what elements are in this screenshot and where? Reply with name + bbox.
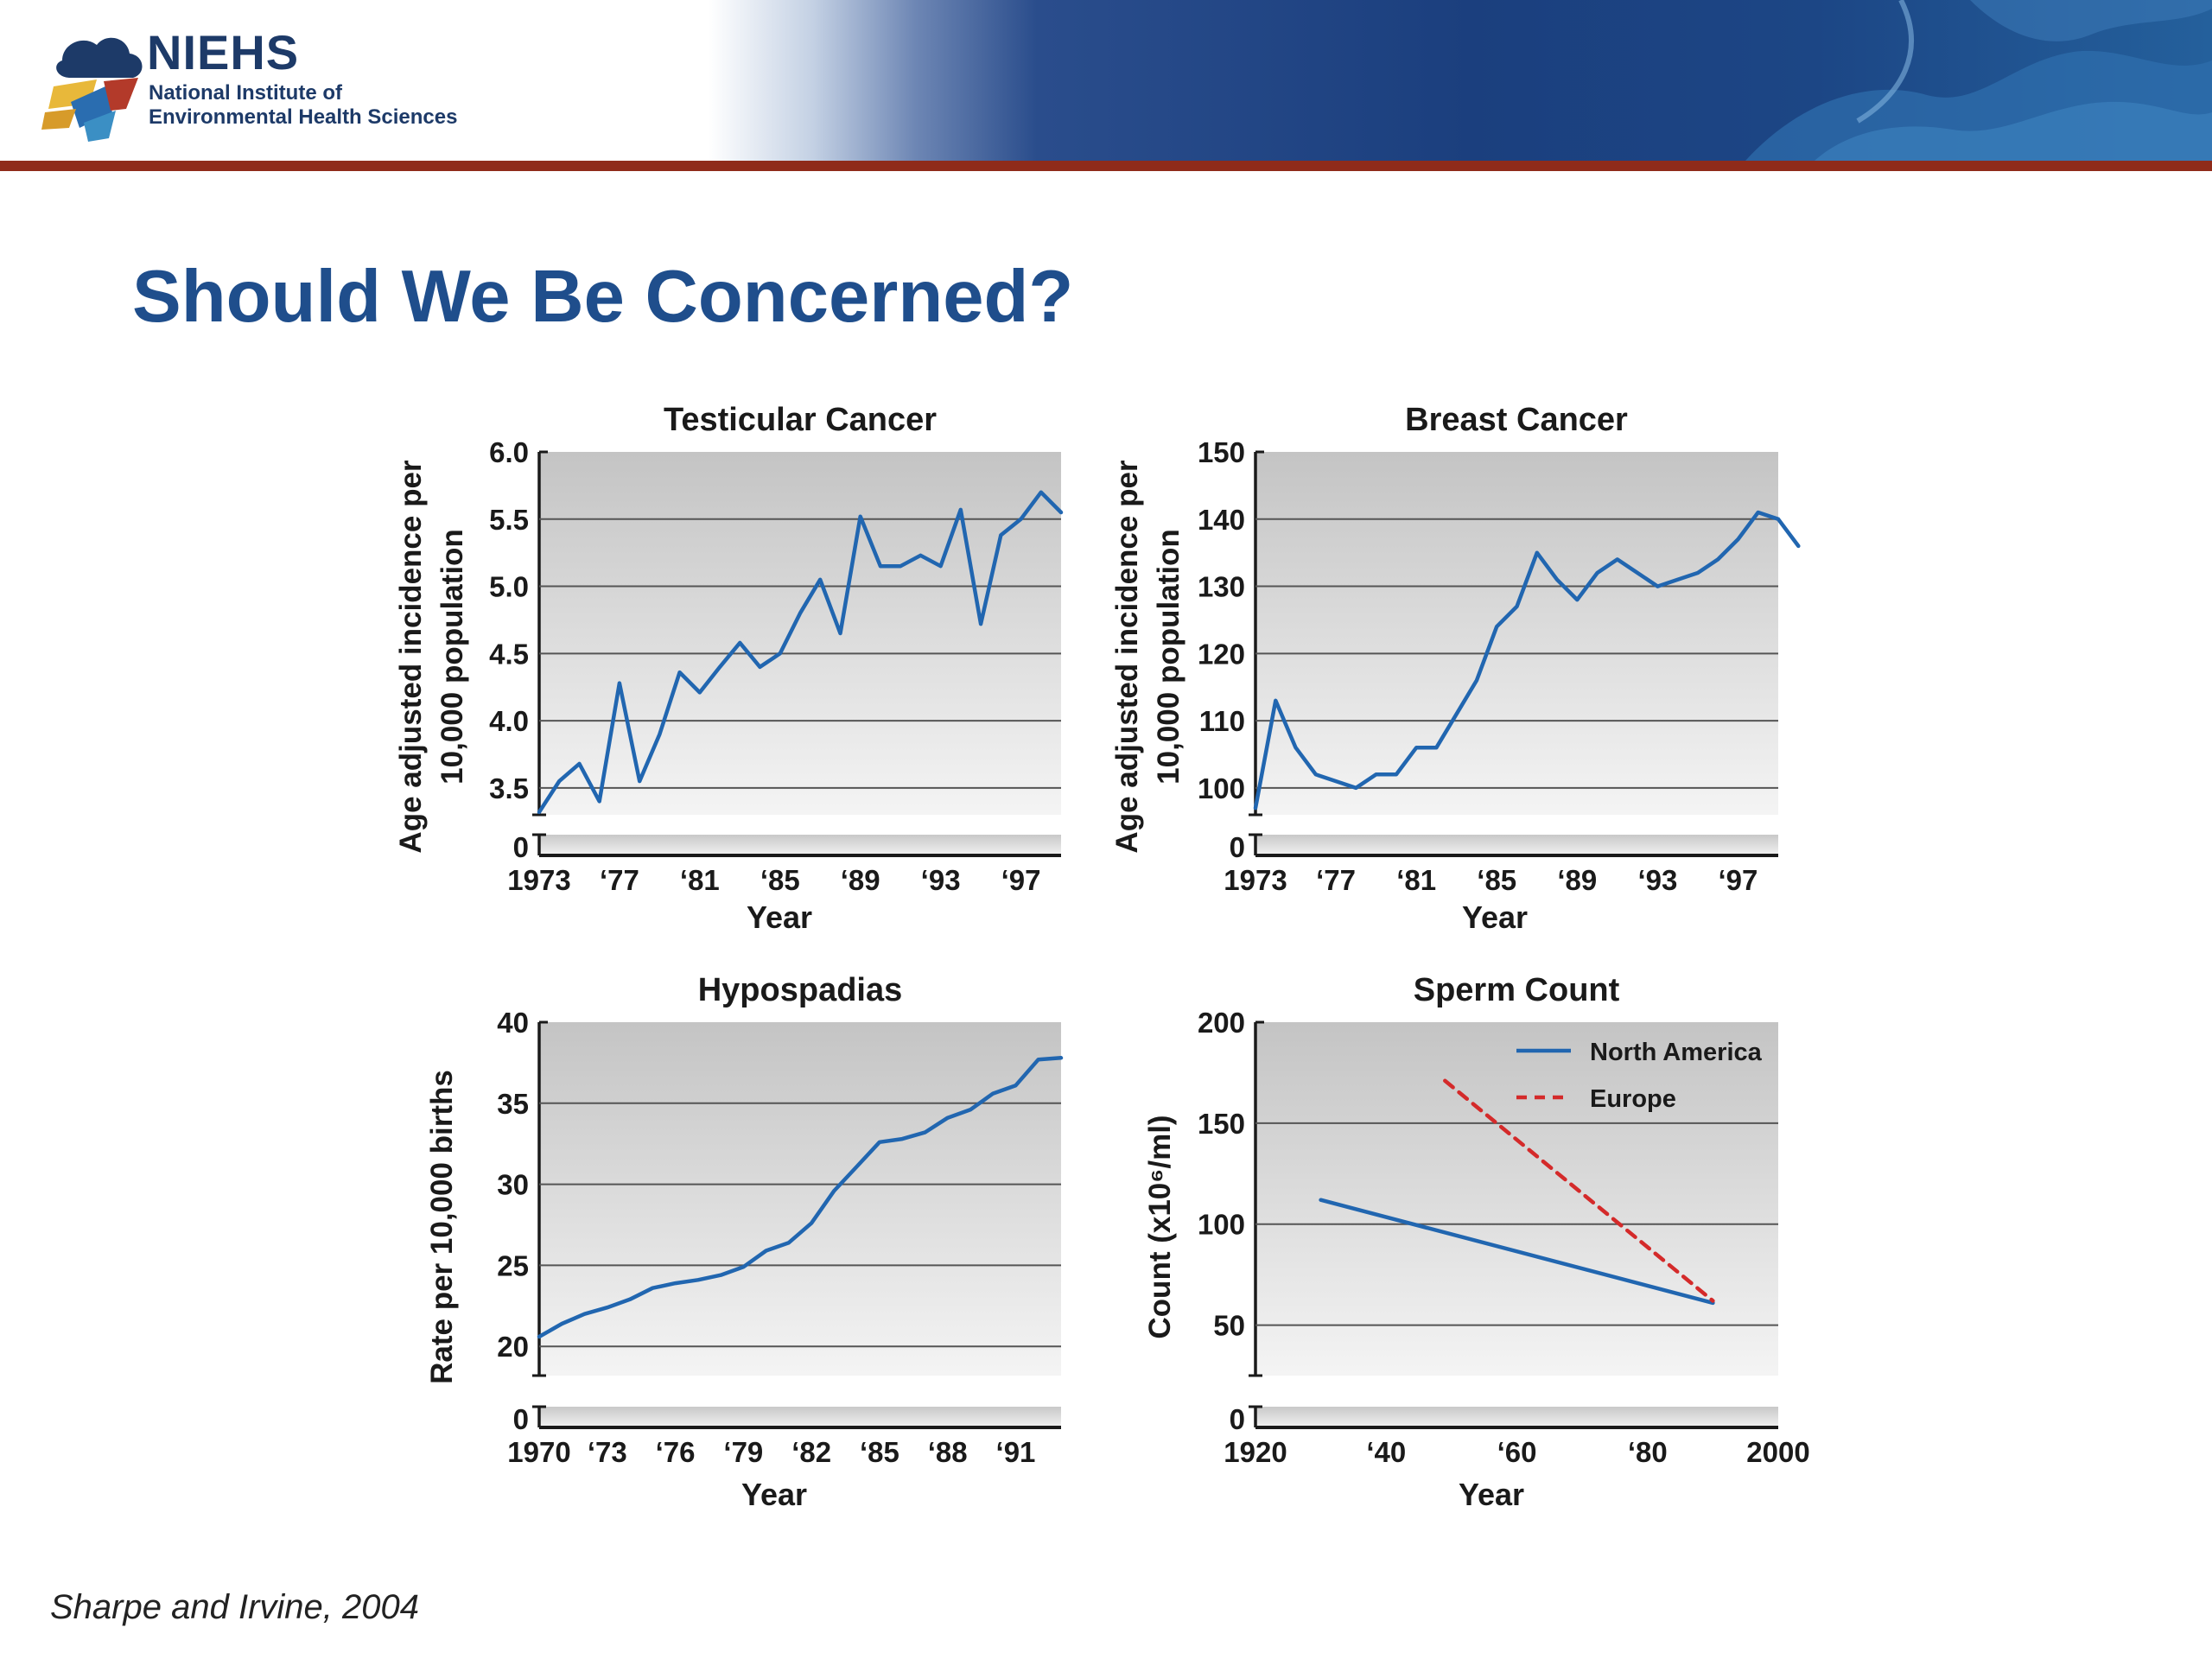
niehs-logo-icon [41, 37, 143, 142]
y-tick-label: 30 [497, 1169, 529, 1201]
y-tick-label: 5.5 [489, 504, 529, 536]
x-tick-label: ‘85 [1477, 864, 1516, 896]
x-tick-label: ‘73 [588, 1436, 627, 1468]
x-tick-label: ‘85 [860, 1436, 899, 1468]
x-axis-label: Year [1462, 899, 1528, 935]
chart-title: Hypospadias [698, 972, 903, 1008]
x-tick-label: ‘81 [680, 864, 720, 896]
y-tick-label-zero: 0 [513, 1403, 529, 1435]
y-tick-label: 150 [1198, 1108, 1245, 1140]
axis-break-strip [539, 1407, 1061, 1427]
y-tick-label: 25 [497, 1249, 529, 1281]
y-tick-label-zero: 0 [1230, 1403, 1245, 1435]
chart-title: Testicular Cancer [664, 402, 937, 438]
x-tick-label: ‘91 [996, 1436, 1036, 1468]
x-tick-label: ‘93 [921, 864, 961, 896]
x-tick-label: 1920 [1224, 1436, 1287, 1468]
y-tick-label: 35 [497, 1088, 529, 1120]
series-line [537, 1056, 1064, 1339]
x-tick-label: ‘60 [1497, 1436, 1537, 1468]
y-tick-label-zero: 0 [513, 831, 529, 863]
y-tick-label: 130 [1198, 571, 1245, 603]
y-tick-label: 140 [1198, 504, 1245, 536]
series-line-north-america [1319, 1198, 1715, 1306]
plot-area [539, 1022, 1061, 1376]
y-tick-label-zero: 0 [1230, 831, 1245, 863]
axis-break-strip [539, 835, 1061, 855]
y-axis-label-line1: Age adjusted incidence per [1110, 460, 1144, 853]
y-tick-label: 4.5 [489, 638, 529, 670]
y-tick-label: 200 [1198, 1007, 1245, 1039]
y-axis-label-line1: Age adjusted incidence per [394, 460, 428, 853]
y-tick-label: 3.5 [489, 772, 529, 804]
y-tick-label: 4.0 [489, 705, 529, 737]
logo-subtitle-line2: Environmental Health Sciences [149, 105, 458, 129]
y-tick-label: 100 [1198, 1209, 1245, 1241]
logo-acronym: NIEHS [147, 25, 300, 79]
x-tick-label: ‘77 [600, 864, 639, 896]
page-title: Should We Be Concerned? [132, 256, 1074, 338]
y-tick-label: 40 [497, 1007, 529, 1039]
y-axis-label-line2: 10,000 population [435, 529, 469, 785]
series-line-europe [1443, 1078, 1715, 1303]
x-tick-label: 1970 [507, 1436, 570, 1468]
y-axis-label-line2: 10,000 population [1152, 529, 1185, 785]
y-tick-label: 6.0 [489, 436, 529, 468]
source-citation: Sharpe and Irvine, 2004 [50, 1588, 419, 1626]
header-divider [0, 161, 2212, 171]
y-tick-label: 100 [1198, 772, 1245, 804]
plot-area [1255, 452, 1778, 815]
logo-subtitle-line1: National Institute of [149, 81, 342, 105]
x-axis-label: Year [747, 899, 812, 935]
series-line [537, 490, 1064, 815]
plot-area [1255, 1022, 1778, 1376]
axis-break-strip [1255, 835, 1778, 855]
axis-break-strip [1255, 1407, 1778, 1427]
y-axis-label: Count (x10⁶/ml) [1143, 1115, 1177, 1338]
x-tick-label: ‘81 [1396, 864, 1436, 896]
x-tick-label: ‘76 [656, 1436, 696, 1468]
legend-label: Europe [1590, 1085, 1676, 1113]
y-tick-label: 150 [1198, 436, 1245, 468]
chart-title: Breast Cancer [1405, 402, 1628, 438]
x-tick-label: 2000 [1746, 1436, 1809, 1468]
header-banner: NIEHS National Institute of Environmenta… [0, 0, 2212, 164]
plot-area [539, 452, 1061, 815]
chart-title: Sperm Count [1414, 972, 1620, 1008]
y-tick-label: 110 [1199, 705, 1245, 737]
x-tick-label: ‘93 [1637, 864, 1677, 896]
x-tick-label: ‘82 [791, 1436, 831, 1468]
series-line [1253, 510, 1801, 810]
x-axis-label: Year [741, 1477, 807, 1512]
x-tick-label: ‘85 [760, 864, 800, 896]
x-tick-label: ‘40 [1366, 1436, 1406, 1468]
x-tick-label: ‘89 [1557, 864, 1597, 896]
x-tick-label: ‘97 [1719, 864, 1758, 896]
x-tick-label: 1973 [507, 864, 570, 896]
x-tick-label: ‘79 [723, 1436, 763, 1468]
x-tick-label: ‘89 [841, 864, 880, 896]
x-tick-label: ‘80 [1628, 1436, 1668, 1468]
y-tick-label: 20 [497, 1331, 529, 1363]
y-tick-label: 120 [1198, 638, 1245, 670]
y-axis-label: Rate per 10,000 births [425, 1070, 459, 1384]
legend-label: North America [1590, 1039, 1763, 1066]
x-tick-label: ‘88 [928, 1436, 968, 1468]
x-tick-label: ‘77 [1316, 864, 1356, 896]
y-tick-label: 5.0 [489, 571, 529, 603]
x-tick-label: 1973 [1224, 864, 1287, 896]
y-tick-label: 50 [1213, 1310, 1245, 1342]
decorative-swirl-graphic [1745, 0, 2212, 161]
x-tick-label: ‘97 [1001, 864, 1041, 896]
x-axis-label: Year [1459, 1477, 1524, 1512]
